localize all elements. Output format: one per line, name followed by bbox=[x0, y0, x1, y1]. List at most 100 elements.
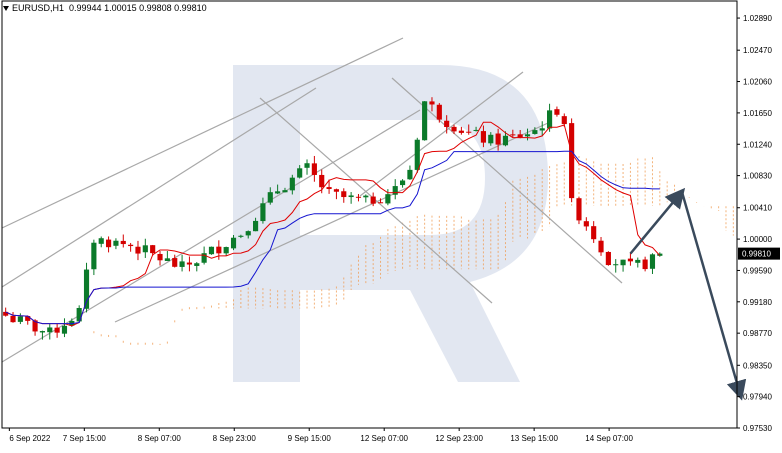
candle bbox=[297, 165, 303, 179]
trend-line bbox=[259, 97, 493, 304]
candle-body bbox=[377, 202, 384, 204]
candle-body bbox=[128, 244, 134, 247]
candle bbox=[98, 236, 104, 248]
candle-body bbox=[172, 258, 178, 267]
candle-body bbox=[620, 259, 626, 266]
x-tick-label: 6 Sep 2022 bbox=[9, 434, 50, 443]
candle bbox=[348, 192, 354, 204]
candle-body bbox=[98, 238, 104, 244]
candle bbox=[142, 238, 148, 258]
candle-body bbox=[341, 191, 347, 198]
candle bbox=[61, 318, 68, 338]
candle bbox=[524, 128, 531, 141]
candle bbox=[377, 198, 384, 204]
candle-body bbox=[179, 261, 185, 267]
candle-body bbox=[304, 163, 310, 168]
candle bbox=[591, 221, 597, 243]
candle-body bbox=[547, 110, 553, 129]
candle-body bbox=[370, 196, 376, 204]
candle bbox=[253, 217, 259, 232]
candle-body bbox=[635, 259, 641, 263]
candle-body bbox=[275, 191, 281, 194]
candle bbox=[598, 236, 604, 256]
candle-body bbox=[32, 320, 38, 332]
candle bbox=[164, 251, 170, 262]
trend-line bbox=[359, 71, 524, 197]
price-axis[interactable]: 1.02890 1.02470 1.02060 1.01650 1.01240 1.008… bbox=[737, 14, 772, 433]
candle-body bbox=[54, 327, 60, 333]
candle bbox=[392, 179, 398, 200]
candle-body bbox=[208, 246, 215, 255]
candle-body bbox=[113, 240, 119, 246]
candle-body bbox=[142, 245, 148, 253]
candle-body bbox=[583, 221, 589, 227]
candle-body bbox=[480, 131, 486, 143]
candle bbox=[238, 234, 244, 239]
y-tick-label: 0.97940 bbox=[743, 393, 772, 402]
candle-body bbox=[473, 129, 479, 131]
candle-body bbox=[3, 311, 9, 316]
candle bbox=[627, 252, 633, 266]
candle bbox=[135, 240, 141, 261]
x-tick-label: 12 Sep 23:00 bbox=[435, 434, 483, 443]
candle-body bbox=[201, 253, 207, 263]
candle-body bbox=[363, 195, 369, 198]
candle-body bbox=[642, 259, 648, 270]
candle-body bbox=[135, 246, 141, 254]
candle-body bbox=[76, 307, 82, 322]
candle-body bbox=[83, 269, 90, 309]
candle-body bbox=[10, 315, 16, 323]
candle-body bbox=[517, 134, 523, 138]
price-tag-bg bbox=[738, 247, 780, 260]
y-tick-label: 1.02060 bbox=[743, 78, 772, 87]
candle bbox=[444, 115, 450, 134]
x-tick-label: 8 Sep 07:00 bbox=[138, 434, 182, 443]
candle-body bbox=[429, 101, 435, 105]
candle bbox=[106, 236, 112, 253]
candle bbox=[194, 262, 200, 272]
candle bbox=[17, 313, 23, 325]
candle bbox=[532, 127, 538, 135]
candle bbox=[657, 252, 663, 257]
time-axis[interactable]: 6 Sep 2022 7 Sep 15:00 8 Sep 07:00 8 Sep 23… bbox=[8, 428, 633, 443]
candle-body bbox=[355, 196, 362, 198]
candle bbox=[488, 132, 494, 146]
candle bbox=[83, 262, 90, 313]
candle bbox=[3, 307, 9, 317]
candle-body bbox=[510, 134, 516, 136]
candle-body bbox=[326, 187, 332, 190]
candle-body bbox=[253, 220, 259, 232]
candle bbox=[502, 131, 509, 147]
candle-body bbox=[319, 174, 325, 188]
candle bbox=[172, 254, 178, 268]
x-tick-label: 8 Sep 23:00 bbox=[213, 434, 257, 443]
candle-body bbox=[502, 135, 509, 146]
candle bbox=[605, 251, 611, 266]
candle-body bbox=[245, 231, 251, 236]
candle bbox=[473, 126, 479, 132]
candle-body bbox=[25, 315, 31, 321]
ohlc-readout: 0.99944 1.00015 0.99808 0.99810 bbox=[69, 3, 207, 13]
candle-body bbox=[561, 116, 567, 125]
dropdown-triangle-icon[interactable] bbox=[3, 6, 9, 12]
candle-body bbox=[488, 134, 494, 144]
candle bbox=[10, 312, 16, 323]
forecast-arrow bbox=[629, 187, 686, 255]
candle-body bbox=[39, 331, 45, 333]
y-tick-label: 1.02890 bbox=[743, 14, 772, 23]
candle bbox=[311, 155, 317, 182]
candle-body bbox=[150, 245, 156, 254]
candle bbox=[635, 257, 641, 268]
candle-body bbox=[164, 258, 170, 261]
candle bbox=[216, 240, 222, 260]
y-tick-label: 0.99180 bbox=[743, 298, 772, 307]
candle-body bbox=[657, 253, 663, 256]
y-tick-label: 1.00000 bbox=[743, 235, 772, 244]
forecast-arrow bbox=[680, 191, 747, 401]
y-tick-label: 1.01240 bbox=[743, 140, 772, 149]
candle bbox=[422, 101, 428, 141]
candle bbox=[510, 129, 516, 138]
trend-channels bbox=[1, 37, 623, 363]
